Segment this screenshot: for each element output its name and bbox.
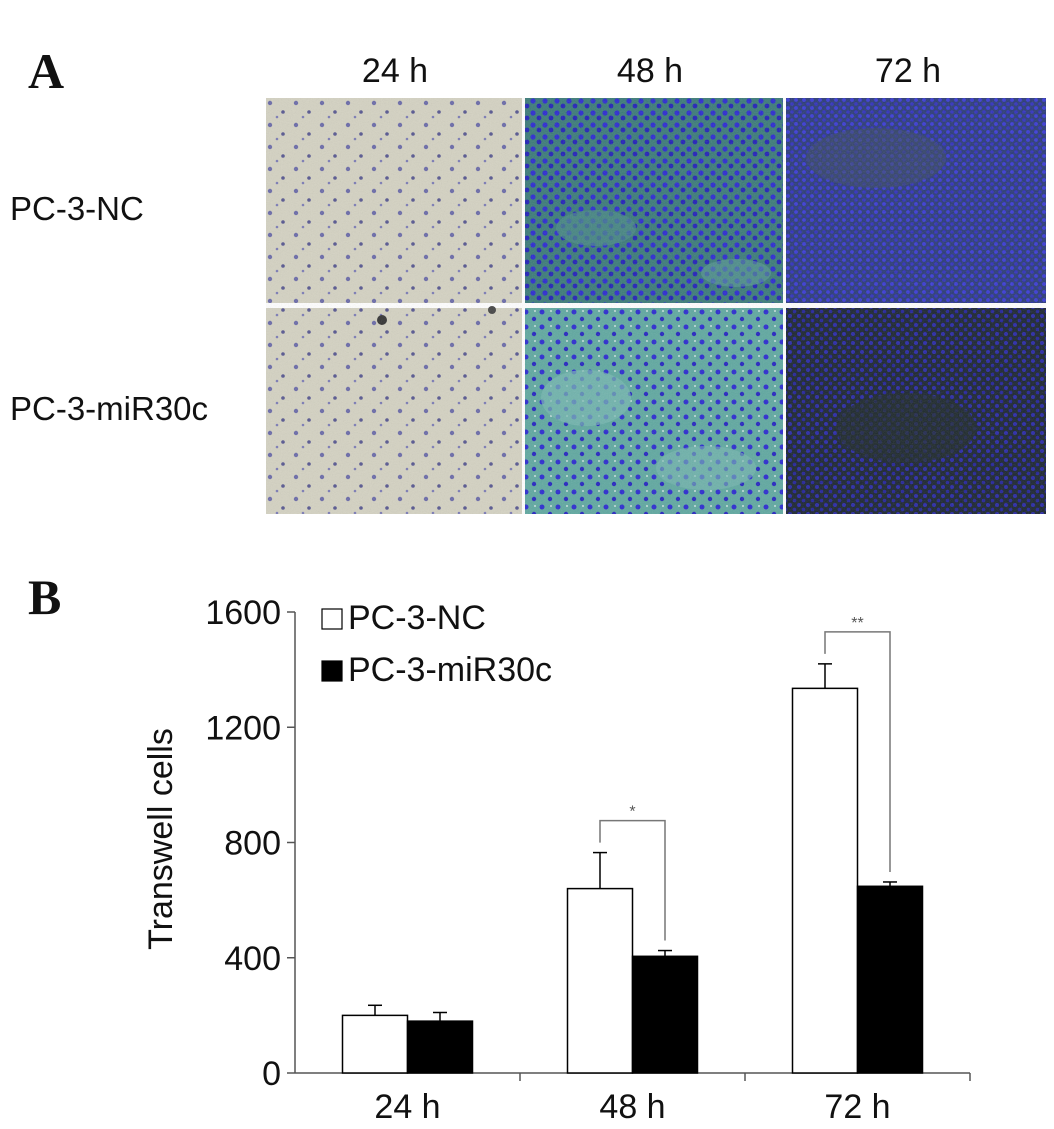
y-tick-label: 0 (262, 1055, 281, 1093)
x-axis: 24 h 48 h 72 h (295, 1072, 971, 1126)
significance-bracket-1 (599, 819, 666, 941)
micrograph-grid (266, 98, 1046, 514)
significance-bracket-2 (824, 631, 891, 872)
y-axis-label: Transwell cells (142, 728, 180, 950)
column-label-24h: 24 h (361, 52, 429, 90)
row-label-nc: PC-3-NC (10, 190, 144, 227)
panel-b-letter: B (28, 569, 62, 625)
legend: PC-3-NC PC-3-miR30c (321, 599, 552, 689)
x-tick-label: 24 h (374, 1088, 440, 1126)
x-tick-label: 72 h (824, 1088, 890, 1126)
legend-swatch-mir30c (321, 660, 343, 682)
y-tick-label: 800 (224, 825, 281, 863)
y-tick-label: 400 (224, 940, 281, 978)
bar-mir30c-2 (856, 885, 924, 1074)
panel-a-letter: A (28, 43, 65, 99)
bars (341, 663, 924, 1074)
legend-label-mir30c: PC-3-miR30c (348, 651, 552, 689)
legend-swatch-nc (321, 608, 343, 630)
y-axis: 0 400 800 1200 1600 (205, 594, 296, 1093)
bar-mir30c-1 (631, 955, 699, 1074)
significance-mark-2: ** (851, 615, 863, 632)
row-label-mir30c: PC-3-miR30c (10, 390, 209, 427)
bar-nc-1 (566, 887, 634, 1074)
bar-mir30c-0 (406, 1020, 474, 1074)
column-label-48h: 48 h (616, 52, 684, 90)
x-tick-label: 48 h (599, 1088, 665, 1126)
bar-nc-2 (791, 687, 859, 1074)
legend-label-nc: PC-3-NC (348, 599, 486, 637)
significance-mark-1: * (629, 804, 635, 821)
y-tick-label: 1200 (205, 709, 281, 747)
bar-nc-0 (341, 1014, 409, 1074)
y-tick-label: 1600 (205, 594, 281, 632)
significance-brackets: *** (599, 615, 891, 941)
column-label-72h: 72 h (874, 52, 942, 90)
